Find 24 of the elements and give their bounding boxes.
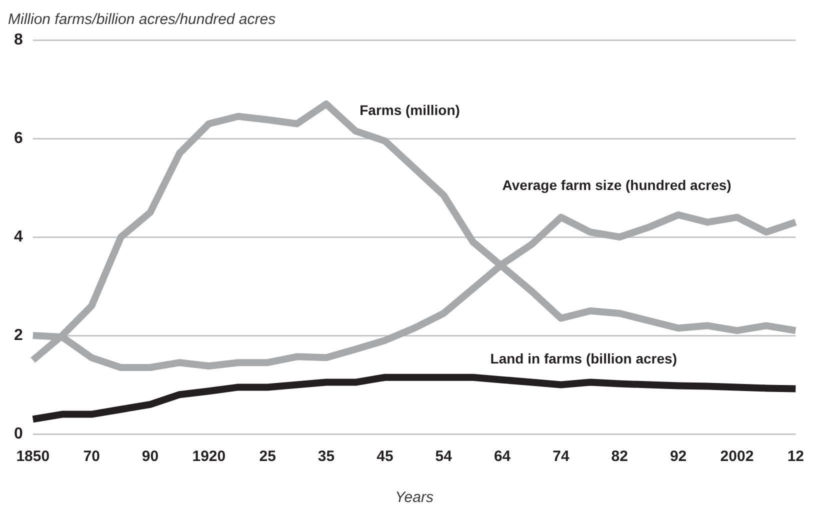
x-tick-label: 1850 — [16, 448, 50, 466]
x-tick-label: 1920 — [192, 448, 226, 466]
x-tick-label: 64 — [494, 448, 512, 466]
x-tick-label: 92 — [670, 448, 687, 466]
x-tick-label: 70 — [83, 448, 100, 466]
x-axis-title: Years — [395, 489, 434, 506]
x-tick-label: 25 — [259, 448, 276, 466]
y-axis-title: Million farms/billion acres/hundred acres — [8, 11, 276, 28]
y-tick-label: 0 — [14, 425, 23, 442]
series-label: Farms (million) — [360, 102, 460, 118]
x-tick-label: 90 — [142, 448, 159, 466]
x-tick-label: 2002 — [720, 448, 754, 466]
series-label: Average farm size (hundred acres) — [502, 176, 732, 193]
y-tick-label: 8 — [14, 31, 23, 48]
x-tick-label: 74 — [552, 448, 570, 466]
series-label: Land in farms (billion acres) — [490, 350, 677, 367]
x-tick-label: 12 — [787, 448, 804, 466]
x-tick-label: 35 — [318, 448, 335, 466]
x-tick-label: 45 — [376, 448, 394, 466]
x-tick-label: 82 — [611, 448, 628, 466]
x-tick-label: 54 — [435, 448, 453, 466]
y-tick-label: 4 — [14, 228, 23, 246]
y-tick-label: 6 — [14, 130, 23, 147]
y-tick-label: 2 — [14, 326, 23, 344]
